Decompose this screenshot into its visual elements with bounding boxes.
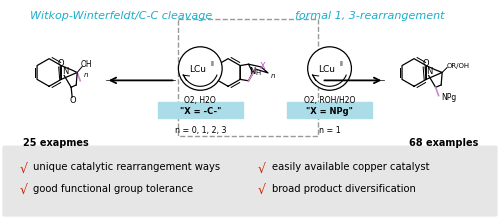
Text: X: X <box>260 62 265 70</box>
Text: "X = -C-": "X = -C-" <box>180 107 221 116</box>
Text: easily available copper catalyst: easily available copper catalyst <box>272 162 430 172</box>
Text: formal 1, 3-rearrangement: formal 1, 3-rearrangement <box>294 11 444 21</box>
Text: √: √ <box>258 162 266 175</box>
Text: n: n <box>271 73 276 79</box>
Text: II: II <box>210 61 214 67</box>
Text: broad product diversification: broad product diversification <box>272 184 416 194</box>
Text: O: O <box>58 59 64 69</box>
Text: √: √ <box>20 184 28 197</box>
Text: Witkop-Winterfeldt/C-C cleavage: Witkop-Winterfeldt/C-C cleavage <box>30 11 212 21</box>
Text: unique catalytic rearrangement ways: unique catalytic rearrangement ways <box>33 162 220 172</box>
Text: N: N <box>62 67 68 76</box>
Text: O: O <box>423 59 430 67</box>
Text: n = 0, 1, 2, 3: n = 0, 1, 2, 3 <box>174 126 226 135</box>
Text: good functional group tolerance: good functional group tolerance <box>33 184 194 194</box>
Circle shape <box>178 47 222 90</box>
Text: LCu: LCu <box>189 65 206 74</box>
Text: O2, ROH/H2O: O2, ROH/H2O <box>304 96 355 105</box>
FancyBboxPatch shape <box>158 102 243 118</box>
Circle shape <box>308 47 352 90</box>
FancyBboxPatch shape <box>2 146 498 217</box>
Text: √: √ <box>20 162 28 175</box>
Text: √: √ <box>258 184 266 197</box>
Text: LCu: LCu <box>318 65 335 74</box>
Text: H: H <box>256 70 261 76</box>
Text: N: N <box>426 67 433 76</box>
Text: n: n <box>84 72 88 78</box>
Text: 68 examples: 68 examples <box>409 138 478 148</box>
Text: N: N <box>250 67 256 76</box>
Text: OR/OH: OR/OH <box>446 63 469 69</box>
Text: O2, H2O: O2, H2O <box>184 96 216 105</box>
Text: NPg: NPg <box>442 93 457 102</box>
Bar <box>178 19 318 136</box>
Text: O: O <box>70 96 76 105</box>
Text: 25 exapmes: 25 exapmes <box>23 138 89 148</box>
Text: "X = NPg": "X = NPg" <box>306 107 353 116</box>
Text: OH: OH <box>80 60 92 69</box>
FancyBboxPatch shape <box>287 102 372 118</box>
Text: II: II <box>340 61 344 67</box>
Text: n = 1: n = 1 <box>318 126 340 135</box>
